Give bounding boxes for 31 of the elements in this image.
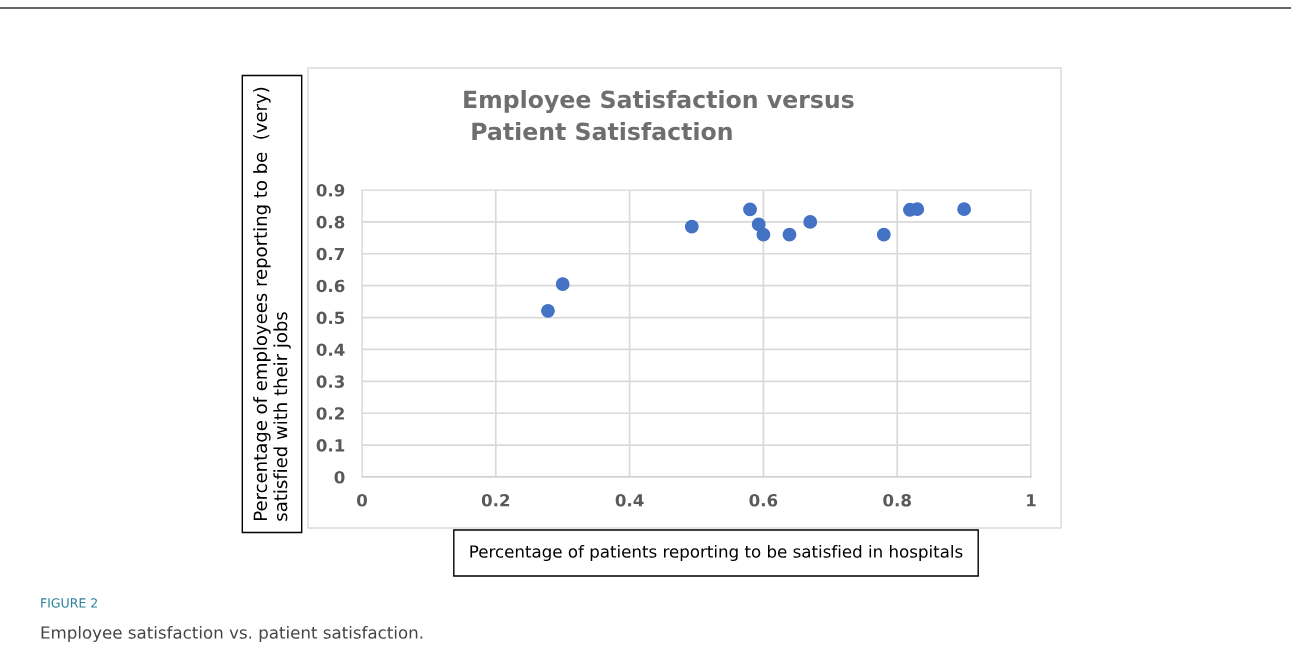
x-axis-title: Percentage of patients reporting to be satisfied in hospitals [470,544,963,562]
point [957,202,972,217]
point [803,214,818,229]
x-tick-label: 0.6 [749,493,778,507]
y-tick-label: 0.4 [316,343,345,357]
y-tick-label: 0.9 [316,183,345,197]
point [555,277,570,291]
y-tick-label: 0 [334,470,345,484]
caption: FIGURE 2 [41,598,97,608]
point [876,227,891,242]
y-tick-label: 0.7 [316,247,345,261]
x-tick-label: 0 [357,493,367,507]
point [541,303,555,318]
point [684,219,699,234]
x-tick-label: 0.8 [883,493,911,507]
y-tick-label: 0.5 [316,311,345,325]
y-tick-label: 0.3 [316,375,345,388]
x-tick-label: 0.4 [615,493,644,507]
chart-title: Employee Satisfaction versus Patient Satisfaction [464,90,854,141]
point [756,227,771,242]
point [743,202,757,217]
point [782,227,797,242]
x-tick-label: 0.2 [481,493,510,507]
y-tick-label: 0.8 [316,215,345,229]
y-tick-label: 0.2 [316,407,344,420]
y-tick-label: 0.6 [316,279,345,293]
text: Employee satisfaction vs. patient satisfaction. [41,625,423,643]
x-tick-label: 1 [1027,494,1036,507]
point [751,217,766,232]
y-axis-title: Percentage of employees reporting to be (very) satisfied with their jobs [253,87,291,521]
y-tick-label: 0.1 [316,439,345,452]
